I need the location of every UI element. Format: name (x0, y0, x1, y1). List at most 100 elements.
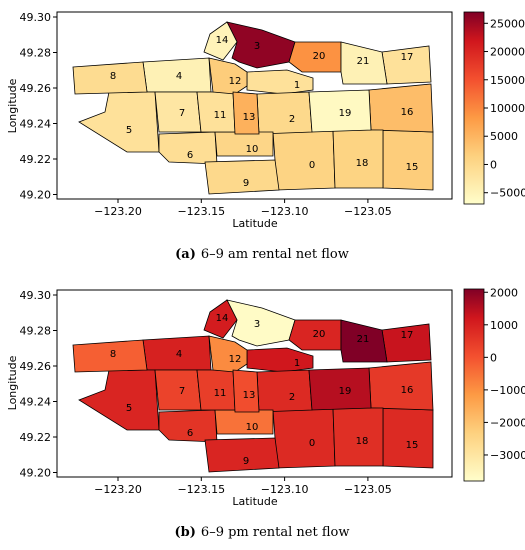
region-label: 15 (406, 440, 419, 451)
x-tick-label: −123.10 (261, 205, 309, 218)
y-tick-label: 49.24 (20, 118, 52, 131)
x-axis-label: Latitude (232, 495, 278, 508)
region-label: 8 (110, 71, 116, 82)
colorbar (463, 288, 485, 482)
y-tick-label: 49.24 (20, 396, 52, 409)
region-label: 20 (313, 51, 326, 62)
region-15 (382, 129, 434, 191)
y-tick-label: 49.22 (20, 153, 52, 166)
colorbar-tick-label: 25000 (490, 17, 525, 30)
region-15 (382, 407, 434, 469)
region-20 (288, 319, 342, 351)
y-tick-label: 49.26 (20, 82, 52, 95)
region-label: 21 (357, 334, 370, 345)
colorbar-tick-label: 20000 (490, 46, 525, 59)
colorbar-tick-label: −5000 (490, 187, 525, 200)
x-tick-label: −123.20 (94, 483, 142, 496)
y-tick-label: 49.20 (20, 189, 52, 202)
region-label: 4 (176, 349, 182, 360)
y-tick-label: 49.30 (20, 289, 52, 302)
region-label: 12 (229, 354, 242, 365)
region-2 (256, 91, 313, 135)
region-label: 2 (289, 114, 295, 125)
region-label: 11 (214, 388, 227, 399)
region-14 (203, 21, 238, 61)
region-13 (232, 369, 260, 413)
x-tick-label: −123.15 (177, 483, 225, 496)
x-axis: −123.20 −123.15 −123.10 −123.05 (94, 477, 392, 496)
region-label: 7 (179, 108, 185, 119)
caption-a: (a) 6–9 am rental net flow (175, 247, 349, 262)
region-9 (204, 159, 280, 195)
region-label: 8 (110, 349, 116, 360)
region-1 (246, 347, 314, 373)
region-0 (272, 129, 336, 191)
region-5 (78, 91, 160, 153)
y-tick-label: 49.28 (20, 325, 52, 338)
x-tick-label: −123.05 (344, 205, 392, 218)
region-2 (256, 369, 313, 413)
region-13 (232, 91, 260, 135)
region-label: 2 (289, 392, 295, 403)
region-label: 4 (176, 71, 182, 82)
region-19 (308, 367, 372, 411)
colorbar-tick-label: −2000 (490, 416, 525, 429)
x-tick-label: −123.20 (94, 205, 142, 218)
caption-a-letter: (a) (175, 247, 196, 262)
plot-frame (56, 11, 453, 200)
region-label: 3 (254, 319, 260, 330)
x-tick-label: −123.10 (261, 483, 309, 496)
region-9 (204, 437, 280, 473)
region-label: 6 (187, 150, 193, 161)
y-tick-label: 49.28 (20, 47, 52, 60)
region-label: 11 (214, 110, 227, 121)
region-label: 19 (339, 108, 352, 119)
colorbar-ticks: 25000 20000 15000 10000 5000 0 −5000 (484, 17, 525, 200)
colorbar-tick-label: −3000 (490, 449, 525, 462)
x-axis-label: Latitude (232, 217, 278, 230)
region-label: 14 (216, 35, 229, 46)
region-10 (214, 409, 274, 435)
region-3 (226, 21, 296, 69)
y-axis: 49.30 49.28 49.26 49.24 49.22 49.20 (20, 11, 57, 202)
colorbar (463, 11, 485, 205)
plot-frame (56, 289, 453, 478)
region-label: 13 (243, 112, 256, 123)
colorbar-ticks: 2000 1000 0 −1000 −2000 −3000 (484, 286, 525, 462)
region-label: 21 (357, 56, 370, 67)
region-label: 6 (187, 428, 193, 439)
region-10 (214, 131, 274, 157)
region-14 (203, 299, 238, 339)
y-tick-label: 49.26 (20, 360, 52, 373)
region-label: 12 (229, 76, 242, 87)
colorbar-tick-label: 1000 (490, 319, 518, 332)
colorbar-tick-label: 0 (490, 158, 497, 171)
region-20 (288, 41, 342, 73)
region-8 (72, 339, 148, 373)
region-label: 5 (126, 403, 132, 414)
region-label: 17 (401, 330, 414, 341)
region-label: 9 (243, 456, 249, 467)
y-tick-label: 49.22 (20, 431, 52, 444)
region-label: 16 (401, 107, 414, 118)
x-tick-label: −123.15 (177, 205, 225, 218)
colorbar-tick-label: −1000 (490, 384, 525, 397)
region-label: 16 (401, 385, 414, 396)
region-3 (226, 299, 296, 347)
region-8 (72, 61, 148, 95)
region-label: 7 (179, 386, 185, 397)
region-label: 1 (294, 358, 300, 369)
x-tick-label: −123.05 (344, 483, 392, 496)
region-label: 20 (313, 329, 326, 340)
region-12 (208, 57, 248, 95)
region-12 (208, 335, 248, 373)
region-19 (308, 89, 372, 133)
y-axis-label: Longitude (6, 355, 19, 410)
colorbar-tick-label: 15000 (490, 74, 525, 87)
region-label: 1 (294, 80, 300, 91)
region-1 (246, 69, 314, 95)
region-label: 10 (246, 144, 259, 155)
